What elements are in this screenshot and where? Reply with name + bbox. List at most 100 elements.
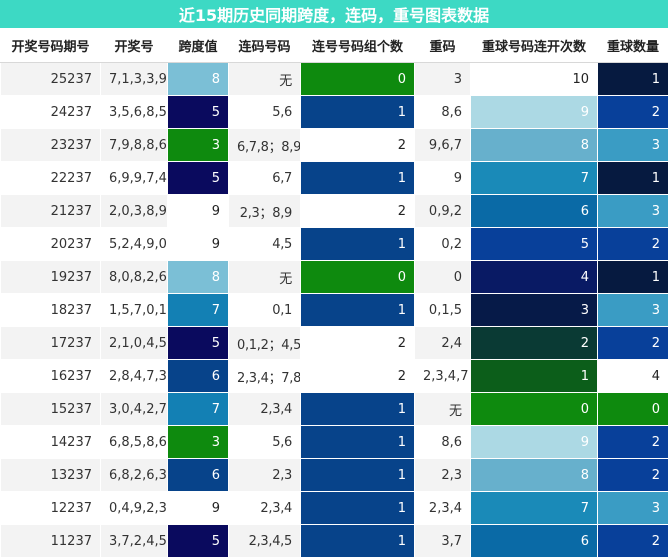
cell-span: 6 <box>168 459 229 492</box>
cell-chong-times: 6 <box>471 525 598 558</box>
cell-chong: 9 <box>415 162 471 195</box>
cell-lian-count: 1 <box>301 459 415 492</box>
cell-chong-times: 1 <box>471 360 598 393</box>
cell-lian: 5,6 <box>229 96 301 129</box>
cell-lian-count: 1 <box>301 492 415 525</box>
cell-issue: 23237 <box>1 129 101 162</box>
cell-lian-count: 1 <box>301 393 415 426</box>
cell-span: 9 <box>168 492 229 525</box>
cell-nums: 2,1,0,4,5 <box>101 327 168 360</box>
cell-lian: 0,1,2；4,5 <box>229 327 301 360</box>
cell-span: 5 <box>168 96 229 129</box>
cell-chong-count: 2 <box>598 96 668 129</box>
cell-chong: 8,6 <box>415 426 471 459</box>
cell-lian: 2,3,4 <box>229 492 301 525</box>
cell-nums: 2,0,3,8,9 <box>101 195 168 228</box>
cell-lian: 4,5 <box>229 228 301 261</box>
cell-lian: 5,6 <box>229 426 301 459</box>
cell-issue: 11237 <box>1 525 101 558</box>
cell-span: 5 <box>168 525 229 558</box>
cell-nums: 5,2,4,9,0 <box>101 228 168 261</box>
cell-issue: 22237 <box>1 162 101 195</box>
cell-chong-times: 10 <box>471 63 598 96</box>
cell-chong: 9,6,7 <box>415 129 471 162</box>
cell-span: 3 <box>168 426 229 459</box>
header-chong-count: 重球数量 <box>598 28 668 63</box>
cell-nums: 2,8,4,7,3 <box>101 360 168 393</box>
cell-lian-count: 1 <box>301 525 415 558</box>
cell-span: 8 <box>168 63 229 96</box>
cell-lian: 2,3,4 <box>229 393 301 426</box>
cell-chong-count: 1 <box>598 162 668 195</box>
cell-chong-count: 3 <box>598 129 668 162</box>
cell-chong-count: 2 <box>598 525 668 558</box>
cell-chong-count: 3 <box>598 294 668 327</box>
cell-issue: 18237 <box>1 294 101 327</box>
cell-issue: 12237 <box>1 492 101 525</box>
cell-lian-count: 2 <box>301 360 415 393</box>
header-chong-times: 重球号码连开次数 <box>471 28 598 63</box>
cell-issue: 16237 <box>1 360 101 393</box>
header-chong: 重码 <box>415 28 471 63</box>
cell-span: 6 <box>168 360 229 393</box>
cell-chong-times: 2 <box>471 327 598 360</box>
cell-nums: 0,4,9,2,3 <box>101 492 168 525</box>
cell-chong-count: 3 <box>598 492 668 525</box>
cell-chong-count: 2 <box>598 426 668 459</box>
cell-chong-times: 9 <box>471 426 598 459</box>
cell-lian: 6,7 <box>229 162 301 195</box>
cell-chong: 无 <box>415 393 471 426</box>
cell-nums: 7,9,8,8,6 <box>101 129 168 162</box>
cell-nums: 6,8,2,6,3 <box>101 459 168 492</box>
cell-lian-count: 2 <box>301 327 415 360</box>
cell-span: 7 <box>168 393 229 426</box>
cell-chong-times: 8 <box>471 459 598 492</box>
cell-lian: 6,7,8；8,9 <box>229 129 301 162</box>
cell-chong: 2,3,4,7 <box>415 360 471 393</box>
cell-issue: 17237 <box>1 327 101 360</box>
cell-chong-times: 9 <box>471 96 598 129</box>
cell-chong: 3,7 <box>415 525 471 558</box>
cell-chong-count: 2 <box>598 459 668 492</box>
cell-span: 7 <box>168 294 229 327</box>
cell-chong-times: 8 <box>471 129 598 162</box>
data-table: 开奖号码期号 开奖号 跨度值 连码号码 连号号码组个数 重码 重球号码连开次数 … <box>0 28 668 558</box>
cell-lian: 无 <box>229 261 301 294</box>
cell-nums: 7,1,3,3,9 <box>101 63 168 96</box>
cell-chong-count: 2 <box>598 327 668 360</box>
cell-lian: 0,1 <box>229 294 301 327</box>
cell-chong-count: 1 <box>598 63 668 96</box>
cell-lian-count: 1 <box>301 96 415 129</box>
cell-nums: 6,9,9,7,4 <box>101 162 168 195</box>
cell-nums: 1,5,7,0,1 <box>101 294 168 327</box>
page-title: 近15期历史同期跨度，连码，重号图表数据 <box>0 0 668 28</box>
cell-nums: 8,0,8,2,6 <box>101 261 168 294</box>
header-lian-count: 连号号码组个数 <box>301 28 415 63</box>
cell-lian-count: 1 <box>301 426 415 459</box>
cell-lian-count: 0 <box>301 261 415 294</box>
cell-issue: 24237 <box>1 96 101 129</box>
header-span: 跨度值 <box>168 28 229 63</box>
cell-chong-count: 3 <box>598 195 668 228</box>
cell-chong-times: 7 <box>471 162 598 195</box>
cell-chong: 2,4 <box>415 327 471 360</box>
cell-span: 3 <box>168 129 229 162</box>
cell-chong: 2,3 <box>415 459 471 492</box>
chart-container: 近15期历史同期跨度，连码，重号图表数据 开奖号码期号 开奖号 跨度值 连码号码… <box>0 0 668 542</box>
header-lian: 连码号码 <box>229 28 301 63</box>
cell-lian: 2,3 <box>229 459 301 492</box>
cell-issue: 20237 <box>1 228 101 261</box>
cell-lian: 2,3,4；7,8 <box>229 360 301 393</box>
cell-nums: 6,8,5,8,6 <box>101 426 168 459</box>
cell-chong: 0,2 <box>415 228 471 261</box>
cell-nums: 3,7,2,4,5 <box>101 525 168 558</box>
cell-chong-times: 5 <box>471 228 598 261</box>
cell-lian: 2,3,4,5 <box>229 525 301 558</box>
